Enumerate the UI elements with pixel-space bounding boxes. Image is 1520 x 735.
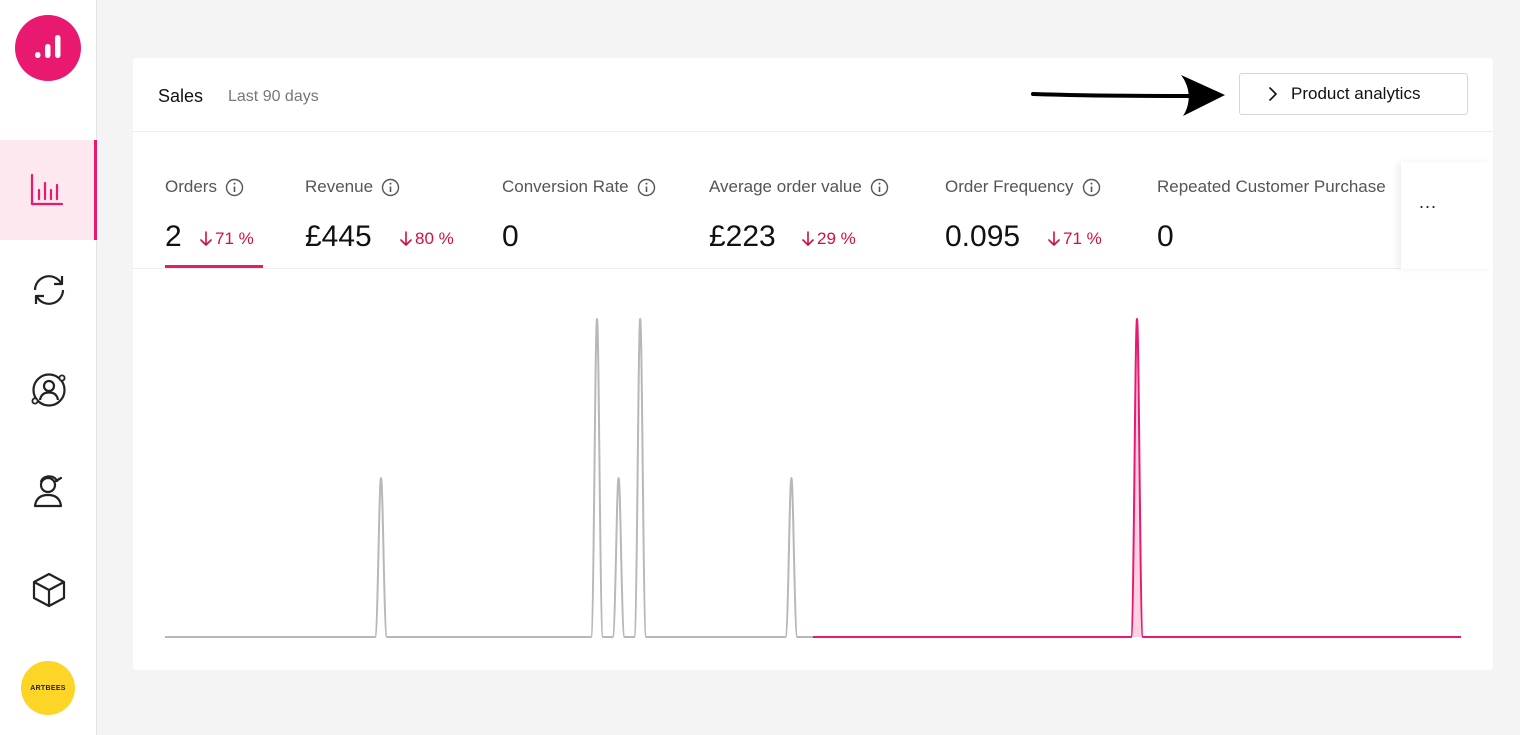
card-title: Sales [158, 86, 204, 106]
user-headset-icon [33, 475, 62, 508]
metric-value: £223 [709, 220, 776, 253]
sidebar: ARTBEES [0, 0, 97, 735]
metric-change: 80 % [400, 229, 454, 249]
current-period-area [813, 319, 1461, 637]
arrow-down-icon [200, 231, 212, 246]
metrics-row: Orders 2 71 % Revenue [133, 132, 1493, 269]
card-subtitle: Last 90 days [228, 88, 319, 105]
metric-change: 29 % [802, 229, 856, 249]
arrow-down-icon [400, 231, 412, 246]
sidebar-item-sync[interactable] [0, 240, 97, 340]
bar-chart-logo-icon [35, 35, 61, 58]
metric-label-container: Repeated Customer Purchase [1157, 177, 1386, 197]
avatar[interactable]: ARTBEES [21, 661, 75, 715]
bar-chart-icon [30, 173, 64, 206]
app-logo[interactable] [15, 15, 81, 81]
sales-card: Sales Last 90 days Product analytics Ord… [133, 58, 1493, 670]
current-period-line [813, 317, 1461, 638]
info-icon[interactable] [381, 178, 400, 197]
sidebar-item-analytics[interactable] [0, 140, 97, 240]
metric-change-value: 80 % [415, 229, 454, 248]
metric-change-value: 29 % [817, 229, 856, 248]
previous-period-line [165, 317, 813, 638]
more-metrics-button[interactable]: ... [1419, 192, 1438, 212]
metric-change: 71 % [200, 229, 254, 249]
metric-label-container: Order Frequency [945, 177, 1101, 197]
more-metrics-panel: ... [1401, 162, 1493, 269]
metric-label: Conversion Rate [502, 177, 629, 196]
metric-value: 0 [502, 220, 519, 253]
refresh-icon [33, 275, 64, 305]
metric-label: Orders [165, 177, 217, 196]
product-analytics-button[interactable]: Product analytics [1239, 73, 1468, 115]
arrow-down-icon [1048, 231, 1060, 246]
sidebar-item-products[interactable] [0, 540, 97, 640]
active-tab-indicator [165, 265, 263, 268]
info-icon[interactable] [225, 178, 244, 197]
metric-change: 71 % [1048, 229, 1102, 249]
metric-label: Average order value [709, 177, 862, 196]
metrics-scroll: Orders 2 71 % Revenue [133, 132, 1401, 269]
metric-label-container: Conversion Rate [502, 177, 656, 197]
metric-value: 0.095 [945, 220, 1021, 253]
sales-chart [165, 317, 1461, 638]
product-analytics-label: Product analytics [1291, 84, 1421, 103]
info-icon[interactable] [870, 178, 889, 197]
box-icon [32, 572, 65, 608]
sidebar-item-customers[interactable] [0, 340, 97, 440]
metric-change-value: 71 % [1063, 229, 1102, 248]
arrow-right-icon [1031, 75, 1225, 116]
arrow-down-icon [802, 231, 814, 246]
metric-label-container: Orders [165, 177, 244, 197]
metric-change-value: 71 % [215, 229, 254, 248]
metric-label: Revenue [305, 177, 374, 196]
metric-label: Repeated Customer Purchase [1157, 177, 1386, 196]
sidebar-item-support[interactable] [0, 440, 97, 540]
metric-label: Order Frequency [945, 177, 1074, 196]
metric-label-container: Average order value [709, 177, 889, 197]
card-header: Sales Last 90 days Product analytics [133, 58, 1493, 132]
avatar-text: ARTBEES [30, 684, 66, 692]
metric-label-container: Revenue [305, 177, 400, 197]
metric-value: 0 [1157, 220, 1174, 253]
metric-value: 2 [165, 220, 182, 253]
chevron-right-icon [1269, 87, 1277, 101]
metric-value: £445 [305, 220, 372, 253]
user-circle-icon [31, 373, 66, 407]
info-icon[interactable] [1082, 178, 1101, 197]
info-icon[interactable] [637, 178, 656, 197]
